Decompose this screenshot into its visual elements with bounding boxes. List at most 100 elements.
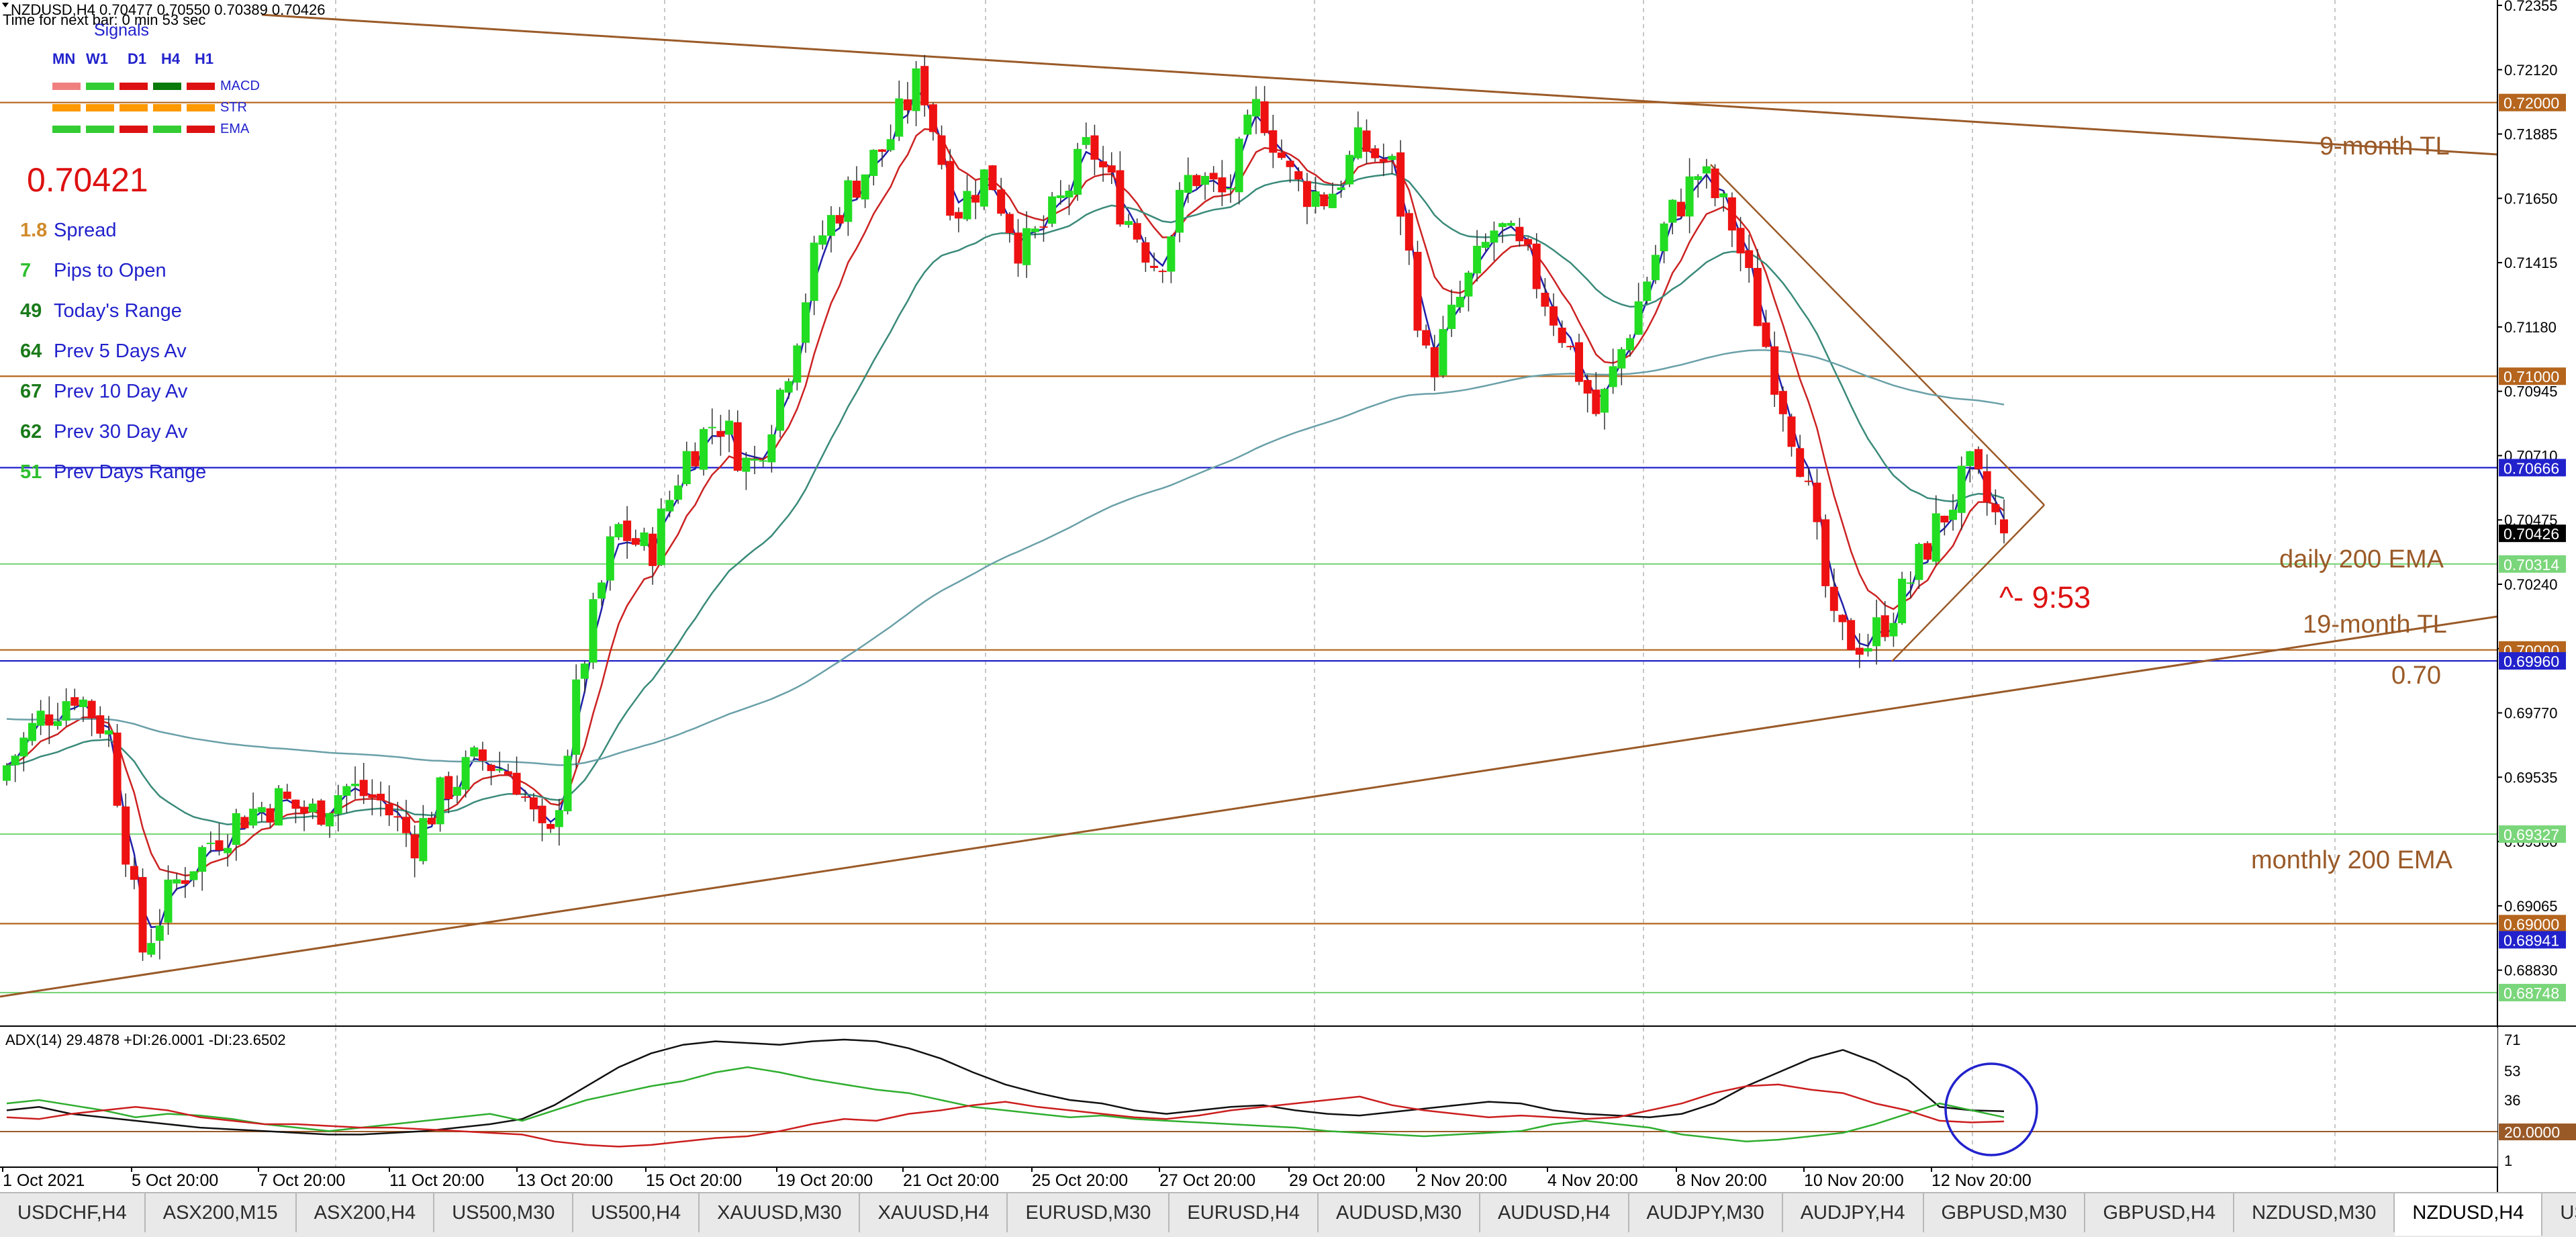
candle-body [283,791,291,799]
time-tick-label: 12 Nov 20:00 [1931,1171,2032,1190]
chart-tab[interactable]: XAUUSD,M30 [700,1193,861,1232]
ema-line [6,349,2005,766]
candle-body [1447,304,1456,329]
current-price: 0.70421 [27,161,148,199]
candle-body [1218,177,1227,193]
candle-body [1337,187,1345,191]
candle-body [1549,306,1558,326]
candle-body [122,806,130,865]
candle-body [1133,223,1141,240]
candle-body [1813,482,1821,522]
candle-body [572,679,581,755]
adx-level-tag [2499,1124,2576,1140]
chart-tab[interactable]: GBPUSD,M30 [1924,1193,2086,1232]
candle-body [45,714,54,726]
price-tick-label: 0.68830 [2504,962,2558,979]
candle-body [1048,196,1057,224]
candle-body [928,104,937,132]
chart-tab[interactable]: ASX200,H4 [297,1193,435,1232]
chart-tab[interactable]: USDCAD [2542,1193,2576,1232]
candle-body [1125,221,1133,225]
candle-body [580,663,589,679]
chart-tab[interactable]: AUDJPY,M30 [1629,1193,1783,1232]
chart-tab[interactable]: EURUSD,M30 [1008,1193,1170,1232]
chart-tab[interactable]: XAUUSD,H4 [860,1193,1008,1232]
candle-body [1345,154,1354,185]
candle-body [767,434,776,463]
chart-tab[interactable]: AUDUSD,H4 [1480,1193,1629,1232]
level-tag-text: 0.72000 [2503,95,2559,112]
candle-body [802,302,810,343]
price-tick-label: 0.70945 [2504,383,2558,400]
price-tick-label: 0.71885 [2504,126,2558,143]
stat-value: 51 [20,461,42,483]
chart-tab[interactable]: NZDUSD,M30 [2234,1193,2395,1232]
candle-body [1311,191,1320,207]
candle-body [946,161,955,216]
candle-body [665,500,674,512]
candle-body [1082,137,1090,145]
candle-body [1804,480,1813,482]
chart-tab[interactable]: ASX200,M15 [146,1193,297,1232]
candle-body [1379,158,1388,162]
chart-tab[interactable]: AUDUSD,M30 [1319,1193,1480,1232]
chart-tab-bar: USDCHF,H4 ASX200,M15 ASX200,H4 US500,M30 US5… [0,1192,2576,1237]
candle-body [614,524,623,538]
level-tag [2499,93,2566,111]
candle-body [138,876,147,953]
candle-body [1625,338,1634,351]
candle-body [181,880,189,884]
stat-value: 1.8 [20,220,47,241]
chart-tab[interactable]: US500,M30 [434,1193,574,1232]
candle-body [1609,366,1617,387]
candle-body [342,786,351,796]
candle-body [818,235,827,245]
time-axis[interactable]: 1 Oct 2021 5 Oct 20:00 7 Oct 20:00 11 Oct 2… [2,1167,2032,1190]
candle-body [240,817,249,829]
candle-body [1617,349,1626,369]
time-tick-label: 19 Oct 20:00 [777,1171,873,1190]
candle-body [1915,543,1923,580]
candle-body [1031,228,1039,232]
chart-tab[interactable]: NZDUSD,H4 [2395,1193,2543,1236]
adx-pane[interactable] [0,1027,2497,1167]
candle-body [1847,620,1856,650]
candle-body [266,808,275,823]
candle-body [1388,156,1396,161]
triangle-lower-line [1891,504,2045,662]
candle-body [1141,242,1150,263]
price-tick-label: 0.69535 [2504,769,2558,786]
chart-tab[interactable]: GBPUSD,H4 [2085,1193,2235,1232]
price-tick-label: 0.69065 [2504,898,2558,915]
chart-tab[interactable]: US500,H4 [573,1193,700,1232]
candle-body [1074,148,1082,195]
candle-body [649,533,657,566]
price-tick-label: 0.72120 [2504,62,2558,79]
level-tag-text: 0.71000 [2503,368,2559,385]
candle-body [215,840,224,851]
signal-cell [120,126,148,133]
candle-body [1898,578,1907,624]
candle-body [487,764,495,772]
adx-level-tag-text: 20.0000 [2504,1124,2560,1141]
chart-tab[interactable]: EURUSD,H4 [1170,1193,1319,1232]
candle-body [1158,271,1167,273]
candle-body [1583,379,1592,394]
time-tick-label: 15 Oct 20:00 [646,1171,742,1190]
main-chart-pane[interactable] [0,0,2497,1026]
candle-body [1532,243,1541,289]
signal-cell [86,126,114,133]
time-tick-label: 5 Oct 20:00 [132,1171,218,1190]
chart-dropdown-icon[interactable] [2,3,9,7]
nineteen-month-trendline [0,615,2498,998]
candle-body [1302,181,1311,208]
candle-body [810,242,818,302]
candle-body [1014,232,1022,264]
chart-tab[interactable]: USDCHF,H4 [0,1193,146,1232]
signal-row-label: MACD [220,79,260,93]
chart-tab[interactable]: AUDJPY,H4 [1783,1193,1924,1232]
adx-tick-label: 71 [2504,1032,2520,1048]
candle-body [504,771,512,775]
candle-body [427,817,436,825]
